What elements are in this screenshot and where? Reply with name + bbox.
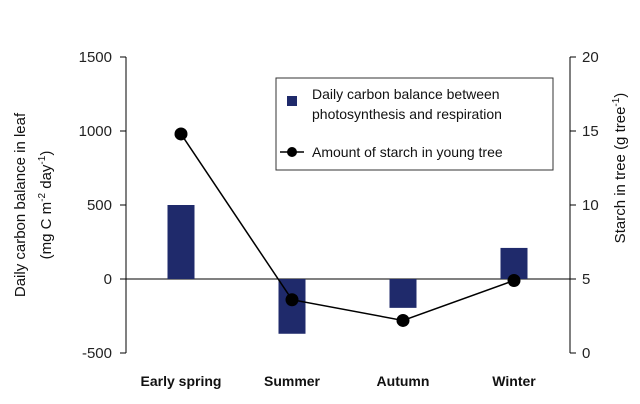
starch-point [174, 127, 188, 141]
left-axis-unit-pre: (mg C m [38, 202, 55, 260]
bar [167, 205, 195, 279]
left-tick-label: 500 [87, 197, 112, 214]
right-tick-label: 5 [582, 271, 590, 288]
legend-box [275, 77, 554, 171]
bar [500, 247, 528, 279]
starch-point [396, 313, 410, 327]
right-axis-label-sup: -1 [611, 97, 622, 106]
left-axis: -500 0 500 1000 1500 [79, 49, 127, 362]
right-tick-label: 0 [582, 345, 590, 362]
legend: Daily carbon balance between photosynthe… [275, 77, 554, 171]
starch-point [285, 293, 299, 307]
starch-point [507, 273, 521, 287]
category-label: Summer [264, 373, 321, 389]
left-axis-unit-post: ) [38, 151, 55, 156]
starch-line [180, 133, 515, 322]
legend-bar-label-line1: Daily carbon balance between [312, 86, 500, 102]
left-tick-label: 1500 [79, 49, 112, 66]
bar [278, 279, 306, 334]
left-tick-label: 0 [104, 271, 112, 288]
right-tick-label: 10 [582, 197, 599, 214]
right-axis-label-post: ) [612, 93, 629, 98]
category-label: Winter [492, 373, 536, 389]
left-axis-unit-sup1: -2 [37, 193, 48, 202]
line-series [174, 127, 521, 327]
category-labels: Early spring Summer Autumn Winter [141, 373, 537, 389]
left-axis-unit-mid: day [38, 164, 55, 193]
category-label: Early spring [141, 373, 222, 389]
legend-line-label: Amount of starch in young tree [312, 144, 503, 160]
bar-series [167, 205, 528, 334]
legend-line-marker [287, 147, 297, 157]
right-tick-label: 20 [582, 49, 599, 66]
bar [389, 279, 417, 308]
right-tick-label: 15 [582, 123, 599, 140]
left-axis-unit-sup2: -1 [37, 155, 48, 164]
left-axis-title-line1: Daily carbon balance in leaf [12, 112, 29, 297]
left-tick-label: 1000 [79, 123, 112, 140]
right-axis: 0 5 10 15 20 [126, 49, 599, 362]
right-axis-title: Starch in tree (g tree-1) [611, 93, 629, 244]
category-label: Autumn [377, 373, 430, 389]
legend-bar-label-line2: photosynthesis and respiration [312, 106, 502, 122]
left-axis-title-line2: (mg C m-2 day-1) [37, 151, 55, 260]
legend-bar-swatch [287, 96, 297, 106]
left-tick-label: -500 [82, 345, 112, 362]
right-axis-label-pre: Starch in tree (g tree [612, 107, 629, 244]
